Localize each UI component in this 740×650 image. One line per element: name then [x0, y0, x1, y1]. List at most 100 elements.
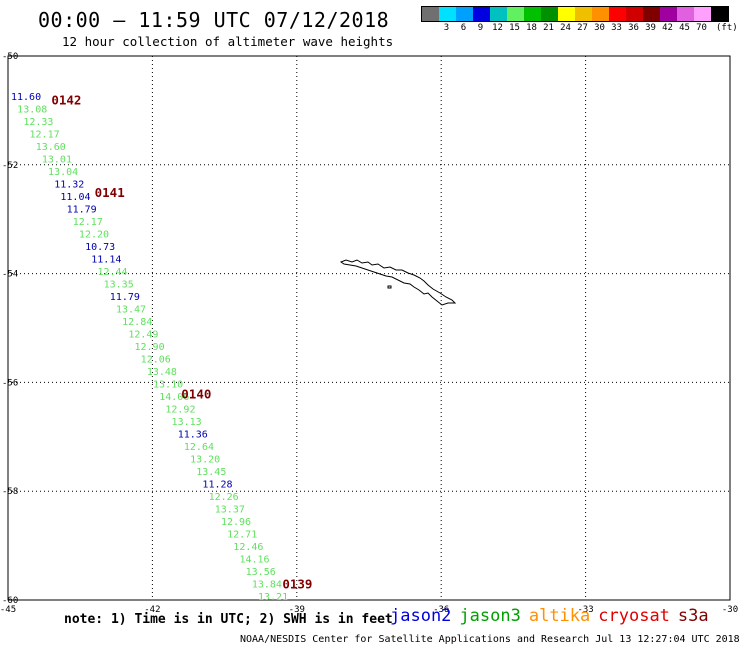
legend-label: 18: [526, 23, 537, 33]
pass-label: 0139: [282, 577, 312, 592]
legend-label: 9: [477, 23, 484, 33]
wave-height-value: 13.01: [42, 155, 72, 166]
lon-tick-label: -33: [577, 605, 593, 615]
legend-label: 3: [443, 23, 450, 33]
wave-height-value: 13.60: [36, 142, 66, 153]
wave-height-value: 12.17: [73, 217, 103, 228]
mission-s3a: s3a: [677, 606, 709, 626]
legend-label: 15: [509, 23, 520, 33]
legend-label: 39: [645, 23, 656, 33]
page-title: 00:00 – 11:59 UTC 07/12/2018: [38, 8, 390, 32]
legend-label: 12: [492, 23, 503, 33]
wave-height-value: 13.10: [153, 380, 183, 391]
wave-height-value: 12.33: [23, 117, 53, 128]
lon-tick-label: -45: [0, 605, 16, 615]
legend-swatch: [711, 7, 728, 21]
wave-height-value: 12.26: [209, 492, 239, 503]
color-legend-bar: [421, 6, 729, 22]
wave-height-value: 12.17: [30, 130, 60, 141]
wave-height-value: 13.21: [258, 592, 288, 603]
legend-swatch: [558, 7, 575, 21]
legend-label: 27: [577, 23, 588, 33]
legend-swatch: [439, 7, 456, 21]
wave-height-value: 12.64: [184, 442, 214, 453]
wave-height-value: 12.96: [221, 517, 251, 528]
wave-height-value: 11.14: [91, 255, 121, 266]
wave-height-value: 11.79: [110, 292, 140, 303]
lon-tick-label: -39: [289, 605, 305, 615]
wave-height-value: 11.60: [11, 92, 41, 103]
lon-tick-label: -36: [433, 605, 449, 615]
legend-swatch: [541, 7, 558, 21]
legend-swatch: [456, 7, 473, 21]
legend-swatch: [490, 7, 507, 21]
wave-height-value: 13.13: [172, 417, 202, 428]
wave-height-value: 14.16: [239, 555, 269, 566]
credit-line: NOAA/NESDIS Center for Satellite Applica…: [240, 634, 740, 645]
mission-cryosat: cryosat: [598, 606, 670, 626]
footer-note: note: 1) Time is in UTC; 2) SWH is in fe…: [64, 612, 393, 627]
wave-height-value: 12.49: [128, 330, 158, 341]
lat-tick-label: -50: [2, 52, 18, 62]
legend-swatch: [575, 7, 592, 21]
wave-height-value: 13.84: [252, 580, 282, 591]
lat-lon-grid: [8, 56, 730, 600]
legend-unit: (ft): [716, 23, 738, 33]
legend-swatch: [524, 7, 541, 21]
south-georgia-island: [339, 259, 457, 306]
wave-height-value: 12.44: [97, 267, 127, 278]
legend-label: 42: [662, 23, 673, 33]
legend-swatch: [609, 7, 626, 21]
legend-swatch: [694, 7, 711, 21]
pass-label: 0140: [181, 386, 211, 401]
map-frame: [7, 55, 731, 601]
wave-height-value: 13.37: [215, 505, 245, 516]
wave-height-value: 13.45: [196, 467, 226, 478]
lat-tick-label: -60: [2, 596, 18, 606]
wave-height-value: 13.56: [246, 567, 276, 578]
lat-tick-label: -56: [2, 378, 18, 388]
color-legend-labels: 3 6 9 12 15 18 21 24 27 30 33 36 39 42 45 70: [421, 23, 727, 33]
wave-height-value: 13.35: [104, 280, 134, 291]
wave-height-value: 13.48: [147, 367, 177, 378]
lat-tick-label: -54: [2, 270, 18, 280]
pass-layer: 0142 0141 0140 0139: [51, 93, 312, 592]
wave-height-value: 12.71: [227, 530, 257, 541]
observation-layer: 11.6013.0812.3312.1713.6013.0113.0411.32…: [11, 92, 288, 603]
mission-legend: jason2 jason3 altika cryosat s3a: [390, 606, 717, 626]
page-subtitle: 12 hour collection of altimeter wave hei…: [62, 34, 394, 49]
legend-label: 45: [679, 23, 690, 33]
wave-height-value: 10.73: [85, 242, 115, 253]
legend-label: 70: [696, 23, 707, 33]
legend-swatch: [592, 7, 609, 21]
wave-height-value: 14.06: [159, 392, 189, 403]
wave-height-value: 13.08: [17, 105, 47, 116]
legend-label: 36: [628, 23, 639, 33]
legend-swatch: [677, 7, 694, 21]
wave-height-value: 12.20: [79, 230, 109, 241]
pass-label: 0142: [51, 93, 81, 108]
pass-label: 0141: [95, 185, 125, 200]
lon-tick-label: -30: [722, 605, 738, 615]
wave-height-value: 13.47: [116, 305, 146, 316]
mission-altika: altika: [528, 606, 591, 626]
wave-height-value: 11.32: [54, 180, 84, 191]
lat-tick-label: -52: [2, 161, 18, 171]
legend-label: 21: [543, 23, 554, 33]
wave-height-value: 12.06: [141, 355, 171, 366]
wave-height-value: 11.04: [60, 192, 90, 203]
legend-swatch: [626, 7, 643, 21]
mission-jason3: jason3: [459, 606, 521, 626]
legend-label: 33: [611, 23, 622, 33]
legend-swatch: [422, 7, 439, 21]
mission-jason2: jason2: [390, 606, 452, 626]
small-island: [387, 285, 392, 289]
wave-height-value: 12.84: [122, 317, 152, 328]
wave-height-value: 12.92: [165, 405, 195, 416]
wave-height-value: 11.36: [178, 430, 208, 441]
lat-tick-label: -58: [2, 487, 18, 497]
axis-ticks: -45 -42 -39 -36 -33 -30 -50 -52 -54 -56 -58 -60: [0, 52, 738, 615]
legend-swatch: [643, 7, 660, 21]
wave-height-value: 13.04: [48, 167, 78, 178]
